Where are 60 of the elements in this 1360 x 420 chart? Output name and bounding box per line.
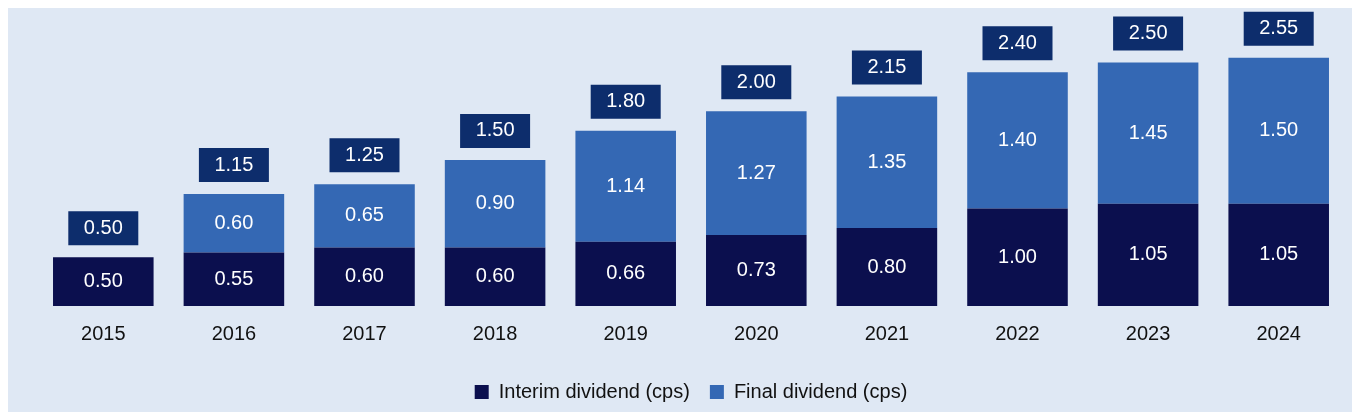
- data-label: 1.45: [1128, 120, 1168, 143]
- bar: [1097, 62, 1199, 204]
- data-label: 0.73: [736, 257, 776, 280]
- data-label: 0.60: [214, 210, 254, 233]
- data-label: 0.55: [214, 266, 254, 289]
- total-label: 1.25: [345, 142, 384, 165]
- data-label: 1.40: [998, 127, 1037, 150]
- bar: [53, 257, 154, 306]
- bar: [967, 208, 1068, 306]
- x-tick-label: 2016: [211, 321, 257, 344]
- data-label: 0.80: [867, 254, 907, 277]
- total-label: 2.55: [1259, 16, 1299, 39]
- total-label: 2.15: [867, 55, 907, 78]
- total-label: 0.50: [83, 215, 123, 238]
- data-label: 1.35: [867, 149, 907, 172]
- data-label: 0.60: [475, 264, 515, 287]
- x-tick-label: 2015: [81, 321, 126, 344]
- data-label: 1.50: [1259, 118, 1299, 141]
- data-label: 0.60: [345, 264, 384, 287]
- data-label: 1.00: [998, 244, 1037, 267]
- data-label: 1.05: [1128, 242, 1168, 265]
- bar: [314, 184, 415, 248]
- legend-label: Final dividend (cps): [733, 379, 908, 402]
- data-label: 1.27: [736, 160, 776, 183]
- bar: [836, 96, 938, 229]
- data-label: 1.14: [606, 173, 646, 196]
- data-label: 0.66: [606, 261, 646, 284]
- x-tick-label: 2023: [1125, 321, 1171, 344]
- total-label: 1.15: [214, 152, 254, 175]
- bar: [183, 252, 285, 306]
- x-tick-label: 2024: [1256, 321, 1301, 344]
- bar: [575, 241, 676, 306]
- bar: [575, 130, 676, 242]
- bar: [444, 247, 546, 306]
- total-label: 2.50: [1128, 21, 1168, 44]
- x-tick-label: 2022: [995, 321, 1040, 344]
- bar: [314, 247, 415, 306]
- bar: [444, 159, 546, 248]
- x-tick-label: 2017: [342, 321, 387, 344]
- x-tick-label: 2021: [864, 321, 910, 344]
- bar: [1228, 203, 1329, 306]
- x-tick-label: 2020: [734, 321, 779, 344]
- x-tick-label: 2018: [472, 321, 518, 344]
- bar: [1097, 203, 1199, 306]
- legend-label: Interim dividend (cps): [498, 379, 690, 402]
- data-label: 0.90: [475, 191, 515, 214]
- bar: [183, 194, 285, 253]
- data-label: 1.05: [1259, 242, 1299, 265]
- bar: [1228, 57, 1329, 204]
- total-label: 1.50: [475, 118, 515, 141]
- bar: [836, 228, 938, 306]
- x-tick-label: 2019: [603, 321, 648, 344]
- data-label: 0.65: [345, 203, 384, 226]
- bar: [706, 111, 807, 235]
- total-label: 2.00: [736, 69, 776, 92]
- data-label: 0.50: [83, 269, 123, 292]
- bar: [706, 234, 807, 306]
- total-label: 1.80: [606, 89, 646, 112]
- total-label: 2.40: [998, 30, 1037, 53]
- bar: [967, 72, 1068, 209]
